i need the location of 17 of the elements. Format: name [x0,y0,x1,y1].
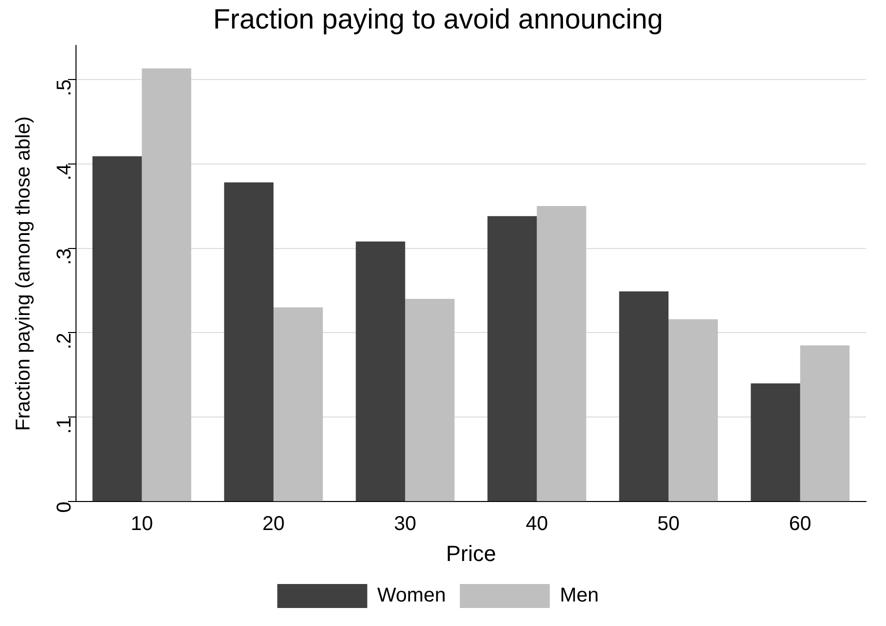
y-tick-label: .1 [54,417,76,434]
x-axis-title: Price [446,540,496,566]
y-tick-label: .3 [54,248,76,265]
x-tick-label: 50 [657,513,680,536]
x-tick-label: 10 [130,513,153,536]
y-tick-label: 0 [54,502,76,513]
x-tick-label: 20 [262,513,285,536]
x-tick-label: 60 [789,513,812,536]
x-tick-label: 30 [394,513,416,536]
legend-label: Women [377,584,446,607]
y-tick-label: .2 [54,332,76,350]
x-tick-label: 40 [526,513,548,536]
legend-label: Men [560,584,599,607]
y-tick-label: .5 [54,79,76,96]
chart-title: Fraction paying to avoid announcing [213,4,663,35]
y-tick-label: .4 [54,164,76,181]
y-axis-title: Fraction paying (among those able) [12,116,35,431]
